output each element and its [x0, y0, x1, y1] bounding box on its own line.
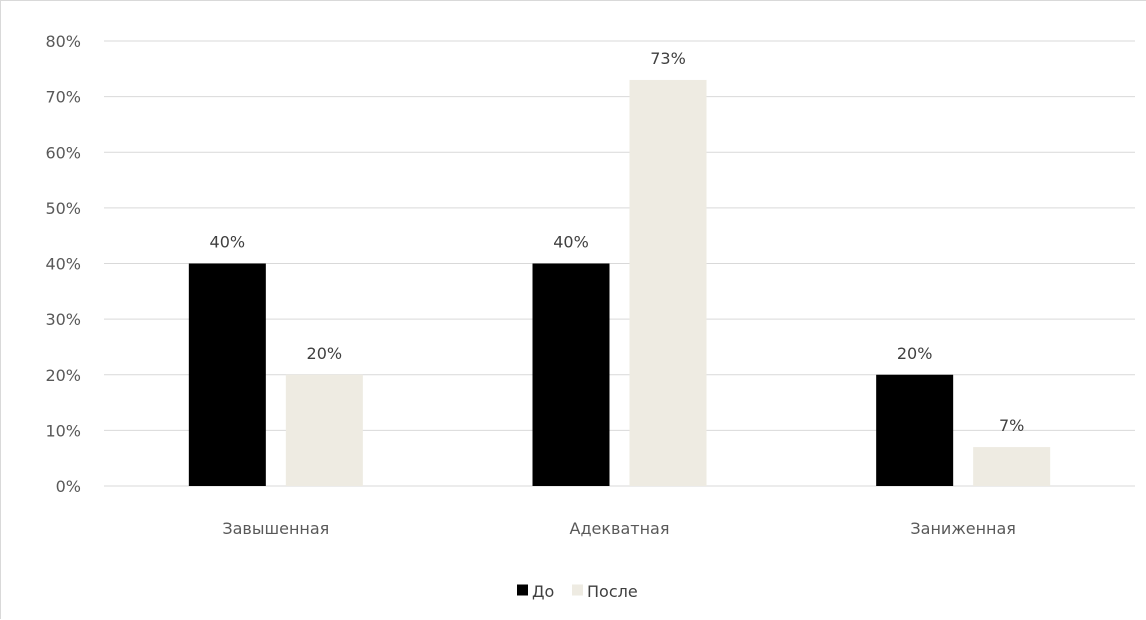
y-tick-label: 0%: [56, 477, 81, 496]
legend: До После: [517, 582, 638, 601]
y-tick-label: 10%: [45, 421, 81, 440]
y-tick-label: 60%: [45, 143, 81, 162]
y-tick-label: 40%: [45, 255, 81, 274]
bar: [285, 374, 363, 486]
category-label: Завышенная: [222, 519, 329, 538]
legend-label: До: [532, 582, 554, 601]
bar: [876, 374, 954, 486]
data-labels: 40% 20% 40% 73% 20% 7%: [210, 49, 1025, 435]
x-axis: Завышенная Адекватная Заниженная: [222, 519, 1016, 538]
legend-label: После: [587, 582, 638, 601]
legend-item: После: [572, 582, 638, 601]
y-tick-label: 80%: [45, 32, 81, 51]
data-label: 7%: [999, 416, 1024, 435]
bar: [188, 263, 266, 486]
data-label: 73%: [650, 49, 686, 68]
gridlines: [104, 40, 1135, 487]
data-label: 40%: [553, 233, 589, 252]
legend-swatch: [572, 584, 583, 596]
data-label: 20%: [897, 344, 933, 363]
legend-item: До: [517, 582, 554, 601]
data-label: 40%: [210, 233, 246, 252]
data-label: 20%: [307, 344, 343, 363]
legend-swatch: [517, 584, 528, 596]
bar: [629, 79, 707, 486]
y-tick-label: 50%: [45, 199, 81, 218]
y-axis: 0% 10% 20% 30% 40% 50% 60% 70% 80%: [45, 32, 81, 496]
y-tick-label: 30%: [45, 310, 81, 329]
bar: [532, 263, 610, 486]
category-label: Адекватная: [570, 519, 670, 538]
category-label: Заниженная: [910, 519, 1016, 538]
y-tick-label: 20%: [45, 366, 81, 385]
bars: [188, 79, 1051, 486]
y-tick-label: 70%: [45, 88, 81, 107]
bar: [973, 447, 1051, 486]
